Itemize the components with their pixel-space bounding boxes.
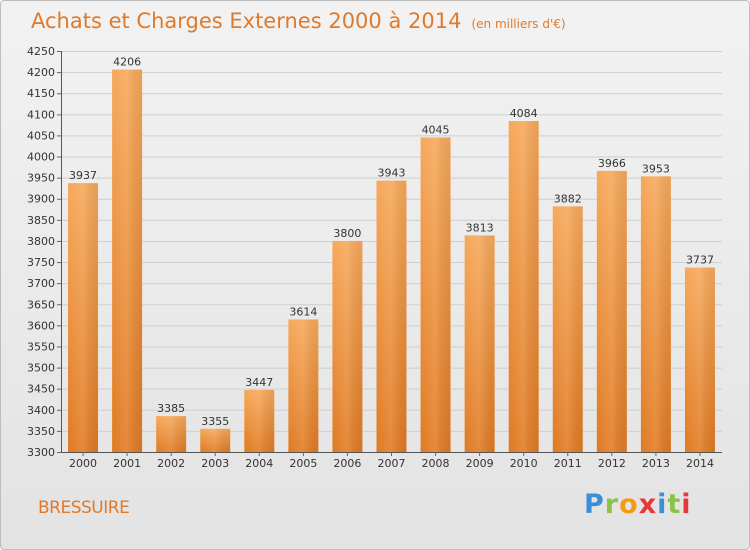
- y-tick-label: 3300: [27, 446, 55, 459]
- data-label-2006: 3800: [333, 227, 361, 240]
- data-label-2007: 3943: [378, 167, 406, 180]
- x-tick-label-2010: 2010: [510, 457, 538, 470]
- x-tick-label-2001: 2001: [113, 457, 141, 470]
- y-tick-label: 3900: [27, 193, 55, 206]
- y-tick-label: 3800: [27, 235, 55, 248]
- y-tick-label: 4150: [27, 87, 55, 100]
- bar-shine-2006: [332, 240, 363, 452]
- bar-shine-2013: [640, 176, 671, 452]
- data-label-2002: 3385: [157, 402, 185, 415]
- bar-shine-2003: [200, 428, 231, 452]
- bar-shine-2008: [420, 137, 451, 452]
- bar-shine-2000: [68, 183, 99, 452]
- y-tick-label: 3550: [27, 340, 55, 353]
- x-tick-label-2004: 2004: [245, 457, 273, 470]
- y-tick-label: 3500: [27, 362, 55, 375]
- x-tick-label-2006: 2006: [333, 457, 361, 470]
- data-label-2004: 3447: [245, 376, 273, 389]
- x-tick-label-2007: 2007: [378, 457, 406, 470]
- bar-shine-2004: [244, 389, 275, 452]
- y-tick-label: 3950: [27, 172, 55, 185]
- y-tick-label: 4050: [27, 129, 55, 142]
- x-tick-label-2013: 2013: [642, 457, 670, 470]
- x-tick-label-2002: 2002: [157, 457, 185, 470]
- x-tick-label-2014: 2014: [686, 457, 714, 470]
- y-tick-label: 4200: [27, 66, 55, 79]
- data-label-2013: 3953: [642, 162, 670, 175]
- data-label-2008: 4045: [422, 124, 450, 137]
- y-tick-label: 3450: [27, 383, 55, 396]
- data-label-2009: 3813: [466, 221, 494, 234]
- y-tick-label: 3350: [27, 425, 55, 438]
- x-tick-label-2003: 2003: [201, 457, 229, 470]
- data-label-2014: 3737: [686, 254, 714, 267]
- chart-title-text: Achats et Charges Externes 2000 à 2014: [31, 9, 462, 33]
- x-tick-label-2000: 2000: [69, 457, 97, 470]
- bar-shine-2009: [464, 235, 495, 452]
- bar-shine-2010: [508, 121, 539, 453]
- proxiti-logo: Proxiti: [584, 489, 692, 520]
- bars: [68, 69, 715, 453]
- data-label-2005: 3614: [289, 305, 317, 318]
- bar-shine-2014: [684, 267, 715, 452]
- y-tick-label: 3700: [27, 277, 55, 290]
- data-label-2012: 3966: [598, 157, 626, 170]
- bar-shine-2011: [552, 206, 583, 452]
- data-label-2000: 3937: [69, 169, 97, 182]
- chart-subtitle: (en milliers d'€): [471, 17, 566, 31]
- bar-shine-2007: [376, 180, 407, 453]
- bar-shine-2002: [156, 416, 187, 452]
- y-tick-label: 3400: [27, 404, 55, 417]
- y-tick-label: 4000: [27, 151, 55, 164]
- y-tick-label: 3850: [27, 214, 55, 227]
- y-tick-label: 3600: [27, 319, 55, 332]
- bar-shine-2012: [596, 170, 627, 452]
- x-tick-label-2012: 2012: [598, 457, 626, 470]
- bar-shine-2005: [288, 319, 319, 452]
- y-tick-label: 3650: [27, 298, 55, 311]
- y-tick-label: 3750: [27, 256, 55, 269]
- x-tick-label-2008: 2008: [422, 457, 450, 470]
- data-label-2001: 4206: [113, 56, 141, 69]
- city-name: BRESSUIRE: [38, 498, 130, 518]
- x-tick-label-2009: 2009: [466, 457, 494, 470]
- x-tick-label-2011: 2011: [554, 457, 582, 470]
- axes: 3300 3350 3400 3450 3500 3550 3600 3650 3700 3750…: [27, 45, 722, 470]
- y-tick-label: 4100: [27, 108, 55, 121]
- bar-shine-2001: [112, 69, 143, 452]
- data-label-2010: 4084: [510, 107, 538, 120]
- data-label-2011: 3882: [554, 192, 582, 205]
- data-labels: 3937 4206 3385 3355 3447 3614 3800 3943 4045 3813…: [69, 56, 714, 428]
- y-tick-label: 4250: [27, 45, 55, 58]
- chart-title: Achats et Charges Externes 2000 à 2014 (e…: [31, 9, 566, 33]
- x-tick-label-2005: 2005: [289, 457, 317, 470]
- data-label-2003: 3355: [201, 415, 229, 428]
